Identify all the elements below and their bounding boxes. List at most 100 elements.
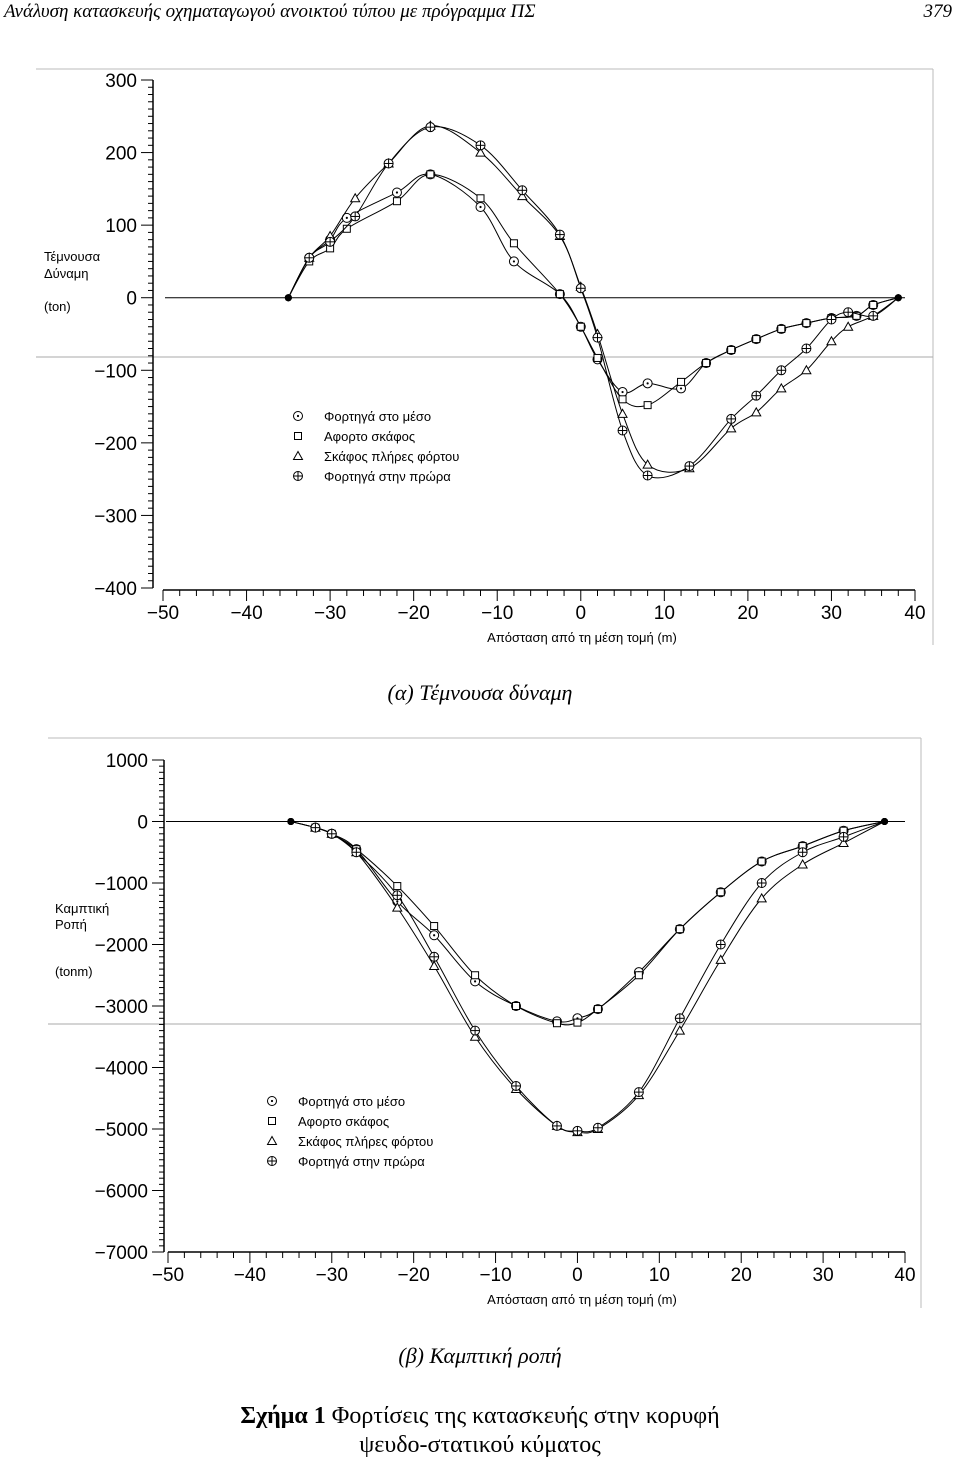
legend-label: Φορτηγά στην πρώρα <box>324 469 451 484</box>
y-tick-label: −6000 <box>95 1182 148 1203</box>
legend-marker <box>293 411 303 421</box>
x-tick-label: 30 <box>821 603 842 624</box>
legend-label: Αφορτο σκάφος <box>298 1114 389 1129</box>
data-point <box>702 359 711 368</box>
data-point <box>508 256 519 267</box>
data-point <box>304 252 315 263</box>
x-tick-label: −40 <box>230 603 262 624</box>
data-point <box>716 888 725 897</box>
data-point <box>475 140 486 151</box>
data-point <box>593 353 602 362</box>
caption-moment: (β) Καμπτική ροπή <box>398 1343 562 1368</box>
data-point <box>342 224 351 233</box>
x-tick-label: 10 <box>654 603 675 624</box>
y-tick-label: 100 <box>105 216 137 237</box>
data-point <box>392 890 403 901</box>
y-tick-label: −7000 <box>95 1243 148 1264</box>
y-tick-label: −5000 <box>95 1120 148 1141</box>
x-tick-label: 30 <box>813 1265 834 1286</box>
data-point <box>325 236 336 247</box>
data-point <box>757 857 766 866</box>
data-point <box>751 390 762 401</box>
series-2 <box>287 818 889 1028</box>
data-point <box>391 902 403 912</box>
data-point <box>674 1013 685 1024</box>
data-point <box>852 311 861 320</box>
data-point <box>842 321 854 331</box>
data-point <box>750 406 762 417</box>
data-point <box>572 1125 583 1136</box>
x-tick-label: −10 <box>479 1265 511 1286</box>
data-point <box>684 461 695 472</box>
data-point <box>475 202 486 212</box>
y-tick-label: −100 <box>94 361 137 382</box>
data-point <box>726 413 737 424</box>
x-tick-label: −30 <box>316 1265 348 1286</box>
data-point <box>511 1080 522 1091</box>
data-point <box>351 847 362 858</box>
data-point <box>284 294 292 302</box>
y-axis-label-line: Δύναμη <box>44 266 89 281</box>
data-point <box>426 170 435 179</box>
data-point <box>727 345 736 354</box>
data-point <box>517 185 528 196</box>
data-point <box>349 192 361 203</box>
series-line <box>287 126 899 479</box>
legend-label: Φορτηγά στο μέσο <box>298 1094 405 1109</box>
data-point <box>838 831 849 842</box>
x-tick-label: −20 <box>398 1265 430 1286</box>
data-point <box>715 954 727 964</box>
data-point <box>642 459 653 469</box>
legend-label: Αφορτο σκάφος <box>324 429 415 444</box>
data-point <box>392 197 401 206</box>
figure-caption-line1: Φορτίσεις της κατασκευής στην κορυφή <box>331 1403 720 1429</box>
data-point <box>555 290 564 299</box>
data-point <box>476 194 485 203</box>
x-tick-label: −50 <box>152 1265 184 1286</box>
series-line <box>290 821 885 1134</box>
x-tick-label: −30 <box>314 603 346 624</box>
data-point <box>715 939 726 950</box>
legend: Φορτηγά στο μέσο Αφορτο σκάφος Σκάφος πλήρ… <box>292 409 459 484</box>
y-axis-label-line: Τέμνουσα <box>44 249 101 264</box>
y-tick-label: 0 <box>126 289 137 310</box>
running-header-title: Ανάλυση κατασκευής οχηματαγωγού ανοικτού… <box>4 1 536 22</box>
legend-marker <box>267 1096 277 1106</box>
legend-marker <box>292 450 304 460</box>
x-tick-label: 20 <box>731 1265 752 1286</box>
data-point <box>428 960 440 971</box>
data-point <box>797 847 808 858</box>
series-line <box>290 821 885 1026</box>
data-point <box>634 971 643 980</box>
figure-caption: Σχήμα 1 Φορτίσεις της κατασκευής στην κο… <box>0 1402 960 1460</box>
data-point <box>391 187 402 198</box>
data-point <box>350 211 361 222</box>
series-1 <box>284 169 902 398</box>
figure-label: Σχήμα 1 <box>240 1403 326 1429</box>
x-tick-label: −40 <box>234 1265 266 1286</box>
x-tick-label: 20 <box>737 603 758 624</box>
y-tick-label: −200 <box>94 434 137 455</box>
y-axis-label-line: (ton) <box>44 299 71 314</box>
legend-marker <box>294 432 302 440</box>
series-line <box>290 821 885 1133</box>
data-point <box>677 377 686 386</box>
data-point <box>575 283 586 294</box>
data-point <box>881 818 889 825</box>
data-point <box>552 1019 561 1028</box>
data-point <box>287 818 295 825</box>
data-point <box>756 892 768 903</box>
data-point <box>838 837 849 848</box>
y-tick-label: −400 <box>94 579 137 600</box>
data-point <box>429 930 440 941</box>
series-1 <box>287 818 889 1027</box>
data-point <box>326 828 337 839</box>
data-point <box>776 365 787 376</box>
x-tick-label: 0 <box>575 603 586 624</box>
y-axis-label-line: Ροπή <box>55 917 87 932</box>
data-point <box>894 294 902 302</box>
data-point <box>725 422 737 433</box>
data-point <box>383 158 394 169</box>
data-point <box>618 395 627 404</box>
x-tick-label: −50 <box>147 603 179 624</box>
